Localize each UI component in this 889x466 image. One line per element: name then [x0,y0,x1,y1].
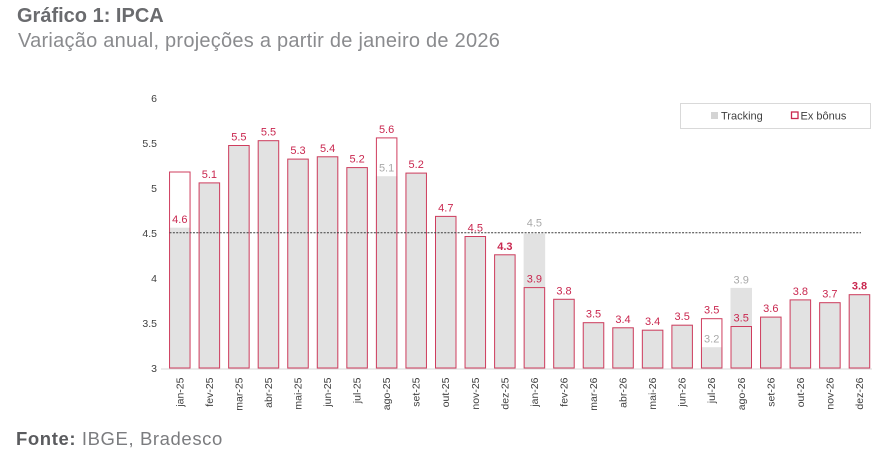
svg-text:3.9: 3.9 [527,274,542,286]
svg-text:3: 3 [151,363,157,375]
svg-text:4.3: 4.3 [497,241,512,253]
svg-text:3.5: 3.5 [142,318,157,330]
svg-text:jul-25: jul-25 [352,377,364,404]
svg-text:3.4: 3.4 [615,314,630,326]
svg-text:4.5: 4.5 [527,217,542,229]
svg-text:jan-25: jan-25 [174,377,186,407]
svg-text:5.4: 5.4 [320,143,335,155]
svg-text:Tracking: Tracking [721,111,763,123]
svg-text:3.5: 3.5 [734,313,749,325]
svg-text:ago-25: ago-25 [381,377,393,410]
svg-text:jul-26: jul-26 [706,377,718,404]
svg-text:3.6: 3.6 [763,303,778,315]
svg-text:out-25: out-25 [440,377,452,407]
svg-text:6: 6 [151,93,157,105]
svg-text:dez-25: dez-25 [499,377,511,409]
svg-text:5.2: 5.2 [349,154,364,166]
svg-text:4: 4 [151,273,157,285]
svg-text:set-26: set-26 [765,377,777,406]
svg-text:mai-26: mai-26 [647,377,659,409]
svg-text:jan-26: jan-26 [529,377,541,407]
svg-text:5.5: 5.5 [261,127,276,139]
svg-text:4.6: 4.6 [172,214,187,226]
svg-text:abr-26: abr-26 [618,377,630,408]
svg-text:mai-25: mai-25 [293,377,305,409]
svg-text:5.6: 5.6 [379,124,394,136]
svg-text:fev-26: fev-26 [559,377,571,406]
svg-text:5.5: 5.5 [142,138,157,150]
svg-text:5.3: 5.3 [290,145,305,157]
svg-text:3.5: 3.5 [586,309,601,321]
svg-text:jun-26: jun-26 [677,377,689,407]
svg-text:5: 5 [151,183,157,195]
svg-text:ago-26: ago-26 [736,377,748,410]
svg-text:mar-26: mar-26 [588,377,600,410]
svg-text:3.5: 3.5 [704,305,719,317]
svg-text:fev-25: fev-25 [204,377,216,406]
svg-text:5.2: 5.2 [409,159,424,171]
svg-text:3.2: 3.2 [704,334,719,346]
svg-text:set-25: set-25 [411,377,423,406]
svg-text:Ex bônus: Ex bônus [801,111,847,123]
svg-text:nov-25: nov-25 [470,377,482,409]
svg-text:3.5: 3.5 [675,311,690,323]
svg-text:5.1: 5.1 [202,169,217,181]
svg-text:3.9: 3.9 [734,274,749,286]
svg-text:jun-25: jun-25 [322,377,334,407]
svg-text:abr-25: abr-25 [263,377,275,408]
svg-text:5.1: 5.1 [379,163,394,175]
svg-text:4.5: 4.5 [468,223,483,235]
svg-text:dez-26: dez-26 [854,377,866,409]
svg-text:mar-25: mar-25 [233,377,245,410]
svg-text:out-26: out-26 [795,377,807,407]
svg-text:3.4: 3.4 [645,316,660,328]
svg-text:3.8: 3.8 [556,285,571,297]
svg-text:3.8: 3.8 [852,281,867,293]
svg-text:4.5: 4.5 [142,228,157,240]
svg-text:3.8: 3.8 [793,286,808,298]
svg-text:5.5: 5.5 [231,132,246,144]
svg-text:4.7: 4.7 [438,202,453,214]
svg-text:3.7: 3.7 [822,289,837,301]
svg-text:nov-26: nov-26 [824,377,836,409]
